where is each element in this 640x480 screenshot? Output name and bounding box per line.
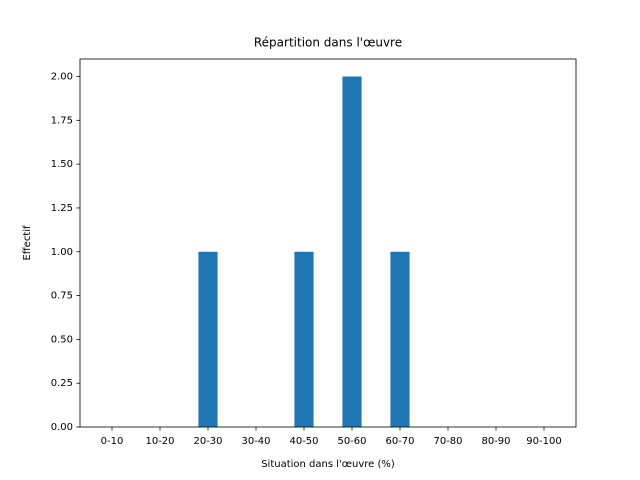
axes-frame (79, 58, 577, 428)
bar (390, 251, 410, 427)
chart-title: Répartition dans l'œuvre (254, 36, 402, 50)
x-tick-label: 70-80 (433, 436, 462, 447)
y-tick-label: 1.75 (51, 115, 73, 126)
x-tick-label: 50-60 (337, 436, 366, 447)
x-tick-label: 60-70 (385, 436, 414, 447)
bar (294, 251, 314, 427)
y-tick-label: 0.50 (51, 334, 73, 345)
bar (342, 76, 362, 428)
x-tick-label: 20-30 (193, 436, 222, 447)
y-tick-label: 0.25 (51, 378, 73, 389)
x-tick-label: 40-50 (289, 436, 318, 447)
y-tick-label: 1.25 (51, 203, 73, 214)
x-axis-label: Situation dans l'œuvre (%) (261, 459, 395, 470)
x-tick-label: 10-20 (145, 436, 174, 447)
x-tick-label: 0-10 (101, 436, 124, 447)
y-axis-label: Effectif (22, 225, 33, 261)
bar (198, 251, 218, 427)
x-tick-label: 30-40 (241, 436, 270, 447)
y-tick-label: 0.75 (51, 291, 73, 302)
y-tick-label: 1.50 (51, 159, 73, 170)
x-tick-label: 90-100 (526, 436, 561, 447)
y-tick-label: 0.00 (51, 422, 73, 433)
y-tick-label: 1.00 (51, 247, 73, 258)
x-tick-label: 80-90 (481, 436, 510, 447)
y-tick-label: 2.00 (51, 72, 73, 83)
